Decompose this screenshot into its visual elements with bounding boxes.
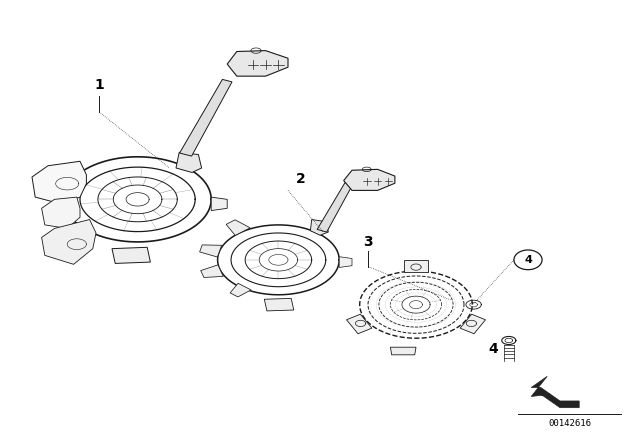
Text: 2: 2 bbox=[296, 172, 306, 186]
Polygon shape bbox=[339, 257, 352, 267]
Polygon shape bbox=[180, 79, 232, 156]
Polygon shape bbox=[346, 314, 372, 334]
Text: 4: 4 bbox=[524, 255, 532, 265]
Polygon shape bbox=[176, 152, 202, 172]
Polygon shape bbox=[230, 283, 251, 297]
Polygon shape bbox=[344, 169, 395, 190]
Polygon shape bbox=[226, 220, 250, 235]
Polygon shape bbox=[390, 347, 416, 355]
Polygon shape bbox=[317, 183, 353, 232]
Polygon shape bbox=[460, 314, 486, 334]
Polygon shape bbox=[42, 220, 96, 264]
Polygon shape bbox=[404, 260, 428, 271]
Circle shape bbox=[514, 250, 542, 270]
Text: 00142616: 00142616 bbox=[548, 419, 591, 428]
Polygon shape bbox=[32, 161, 86, 204]
Polygon shape bbox=[211, 197, 227, 211]
Polygon shape bbox=[310, 220, 328, 235]
Polygon shape bbox=[200, 245, 221, 257]
Polygon shape bbox=[201, 265, 223, 277]
Text: 4: 4 bbox=[488, 342, 498, 357]
Polygon shape bbox=[227, 51, 288, 76]
Text: 1: 1 bbox=[94, 78, 104, 92]
Polygon shape bbox=[42, 197, 80, 228]
Polygon shape bbox=[112, 247, 150, 263]
Polygon shape bbox=[264, 298, 294, 311]
Polygon shape bbox=[531, 376, 579, 408]
Text: 3: 3 bbox=[363, 235, 373, 249]
